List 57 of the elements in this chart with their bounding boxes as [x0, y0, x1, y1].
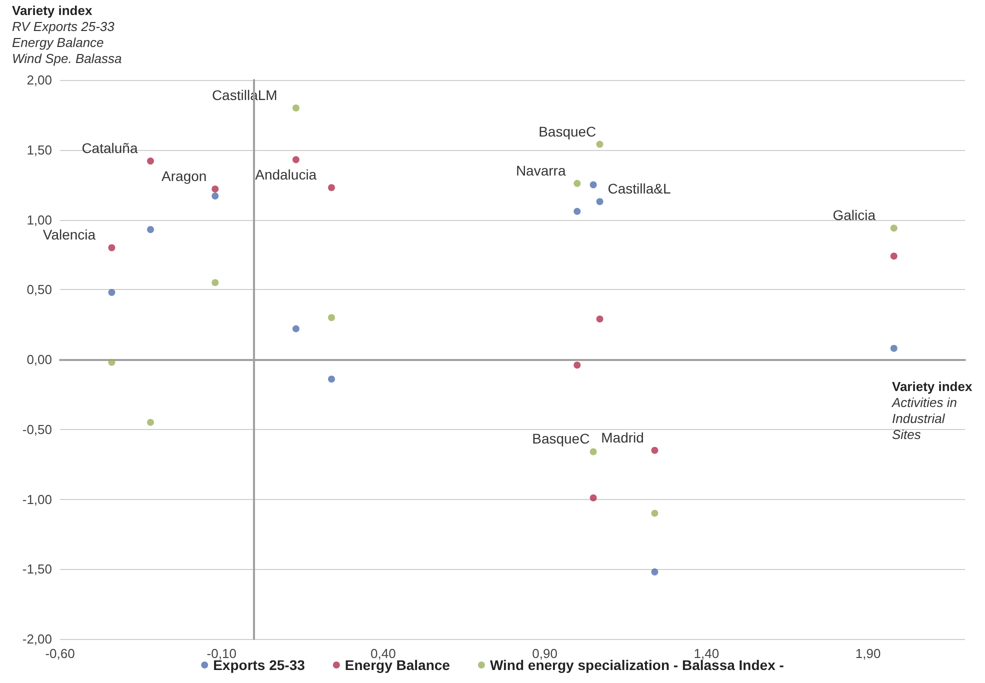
x-tick-label: -0,60 [45, 646, 75, 661]
point [108, 358, 116, 366]
annotation: BasqueC [532, 430, 590, 447]
point [212, 186, 219, 193]
point [890, 224, 898, 232]
point [328, 376, 335, 383]
point [574, 180, 581, 187]
point [890, 344, 898, 352]
x-tick-label: -0,10 [206, 646, 236, 661]
point [292, 156, 300, 164]
point [596, 198, 604, 206]
point [590, 448, 597, 456]
y-tick-label: -1,50 [22, 562, 52, 577]
point [890, 252, 898, 260]
y-tick-label: 2,00 [26, 72, 52, 88]
point [212, 192, 219, 200]
annotation: CastillaLM [212, 86, 278, 103]
y-axis-title: Variety index RV Exports 25-33 Energy Balance Wind Spe. Balassa [12, 3, 122, 66]
point [590, 494, 597, 502]
x-axis-title: Variety index Activities in Industrial Sites [891, 379, 973, 442]
point [147, 158, 154, 165]
annotation: Cataluña [82, 140, 138, 156]
x-tick-label: 1,40 [694, 646, 720, 661]
point [108, 244, 116, 252]
annotation: Madrid [601, 429, 644, 446]
x-tick-label: 0,90 [532, 646, 558, 661]
point [328, 184, 335, 192]
annotation: Valencia [42, 226, 96, 243]
y-tick-label: -2,00 [22, 632, 52, 646]
point [292, 104, 300, 112]
point [574, 362, 581, 369]
x-tick-label: 1,90 [855, 646, 881, 661]
point [328, 314, 335, 322]
point [574, 208, 581, 215]
point [590, 181, 597, 188]
point [147, 226, 154, 234]
annotation: Navarra [516, 162, 566, 178]
y-tick-label: 1,50 [26, 142, 52, 158]
point [651, 568, 658, 576]
annotation: Aragon [162, 168, 207, 184]
point [596, 140, 604, 148]
y-tick-label: 0,00 [26, 352, 52, 367]
y-tick-label: -1,00 [22, 492, 52, 507]
annotation: Castilla&L [608, 180, 672, 197]
point [651, 446, 658, 454]
point [147, 418, 154, 426]
y-tick-label: 1,00 [26, 212, 52, 228]
point [651, 510, 658, 517]
point [292, 325, 300, 332]
y-tick-label: -0,50 [22, 422, 52, 437]
point [212, 279, 219, 286]
y-tick-label: 0,50 [26, 282, 52, 298]
annotation: Andalucia [255, 166, 317, 183]
point [108, 288, 116, 296]
point [596, 315, 604, 322]
annotation: BasqueC [538, 123, 596, 140]
annotation: Galicia [832, 207, 876, 224]
